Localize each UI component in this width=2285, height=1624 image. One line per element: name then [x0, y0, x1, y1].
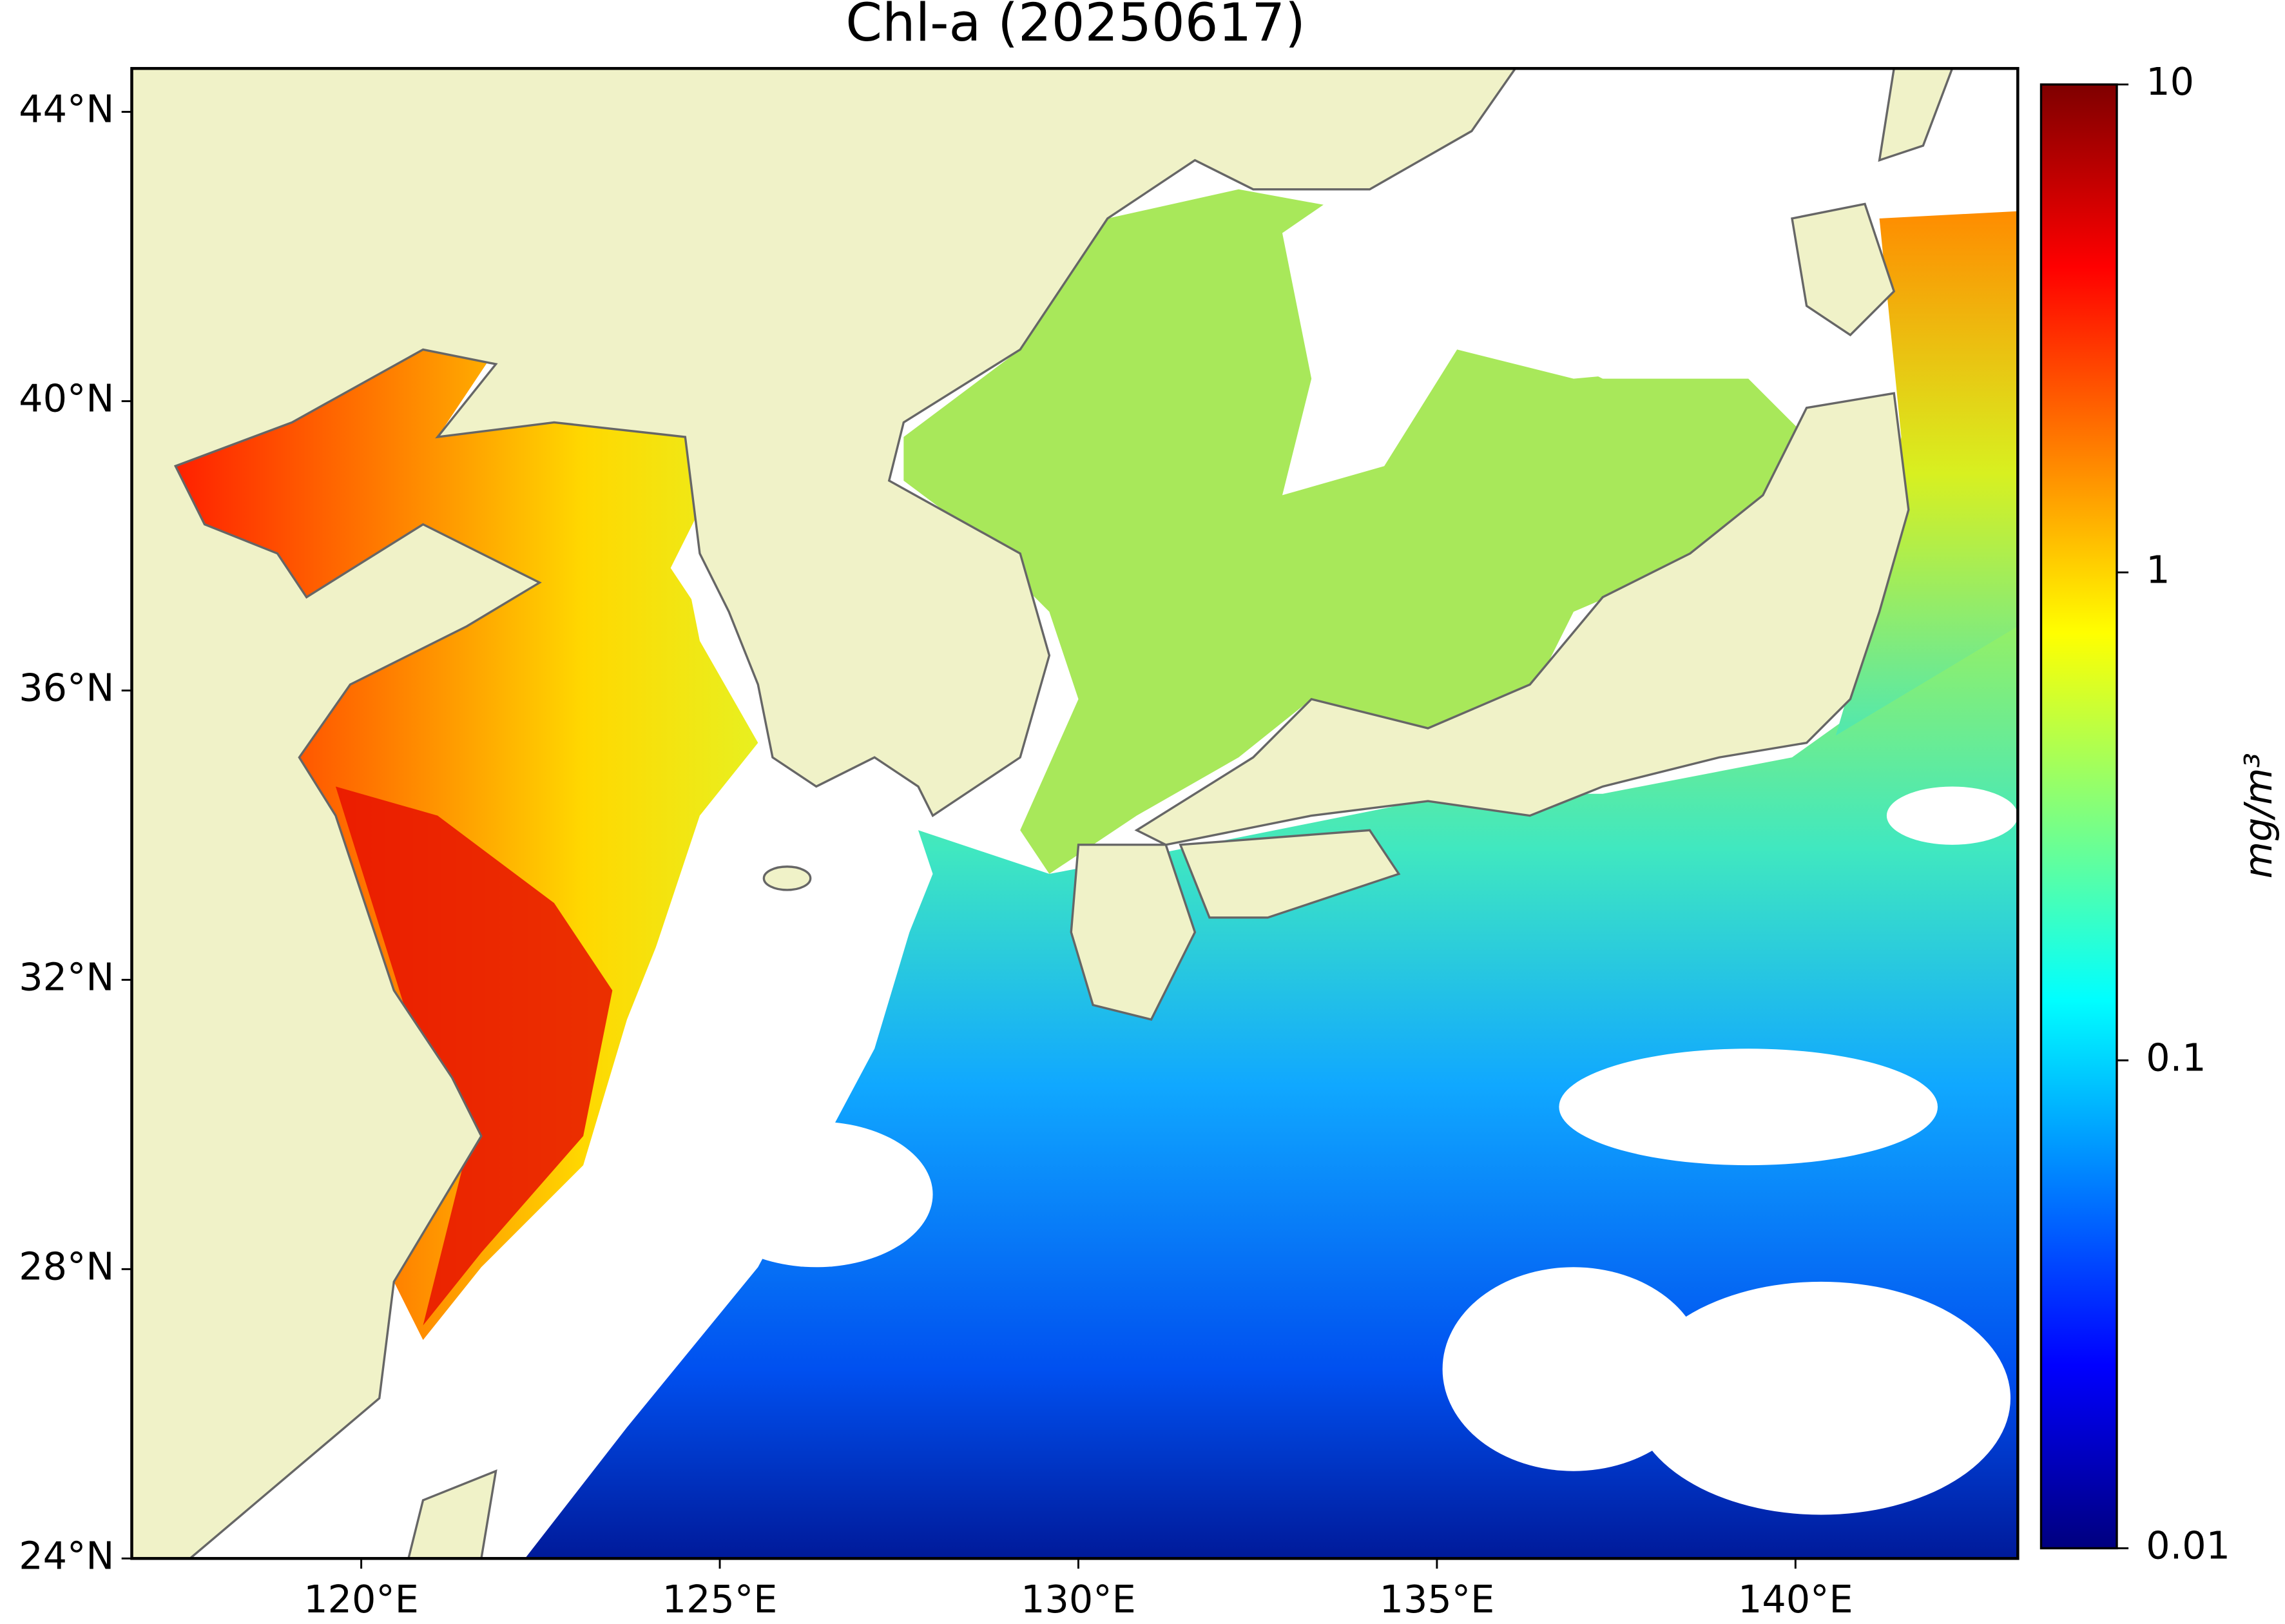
plot-frame: [130, 66, 2020, 1560]
cloud: [1442, 1267, 1705, 1471]
colorbar-label: mg/m³: [2236, 753, 2280, 878]
cloud: [699, 1121, 933, 1268]
colorbar-tick-label: 0.1: [2146, 1035, 2206, 1079]
y-tick-label: 40°N: [19, 376, 114, 421]
taiwan: [407, 1469, 497, 1559]
colorbar-tick-label: 0.01: [2146, 1523, 2230, 1568]
land: [131, 68, 1954, 1559]
cloud: [1559, 1049, 1938, 1166]
sea-of-japan: [903, 189, 1807, 875]
cloud: [481, 553, 933, 1500]
coastal-bloom: [335, 786, 613, 1326]
cloud: [1282, 73, 1763, 496]
colorbar-tick-label: 1: [2146, 547, 2170, 592]
cloud: [1632, 1281, 2011, 1515]
hokkaido: [1791, 202, 1896, 337]
mainland: [131, 68, 1517, 1559]
chart-title: Chl-a (20250617): [845, 0, 1306, 53]
y-tick-label: 32°N: [19, 955, 114, 1000]
x-tick-label: 135°E: [1380, 1577, 1495, 1621]
kyushu: [1070, 844, 1197, 1021]
honshu: [1134, 392, 1910, 846]
y-tick-label: 24°N: [19, 1533, 114, 1578]
shikoku: [1179, 829, 1401, 919]
y-tick-label: 36°N: [19, 666, 114, 710]
y-tick-label: 44°N: [19, 87, 114, 131]
jeju: [762, 865, 812, 891]
x-tick-label: 125°E: [662, 1577, 778, 1621]
x-tick-label: 130°E: [1021, 1577, 1136, 1621]
sakhalin: [1878, 68, 1954, 162]
cloud: [1886, 786, 2018, 845]
map-area: [131, 68, 2018, 1559]
x-tick-label: 140°E: [1738, 1577, 1853, 1621]
colorbar-tick-label: 10: [2146, 59, 2194, 104]
x-tick-label: 120°E: [304, 1577, 419, 1621]
colorbar: [2039, 83, 2118, 1550]
y-tick-label: 28°N: [19, 1244, 114, 1288]
